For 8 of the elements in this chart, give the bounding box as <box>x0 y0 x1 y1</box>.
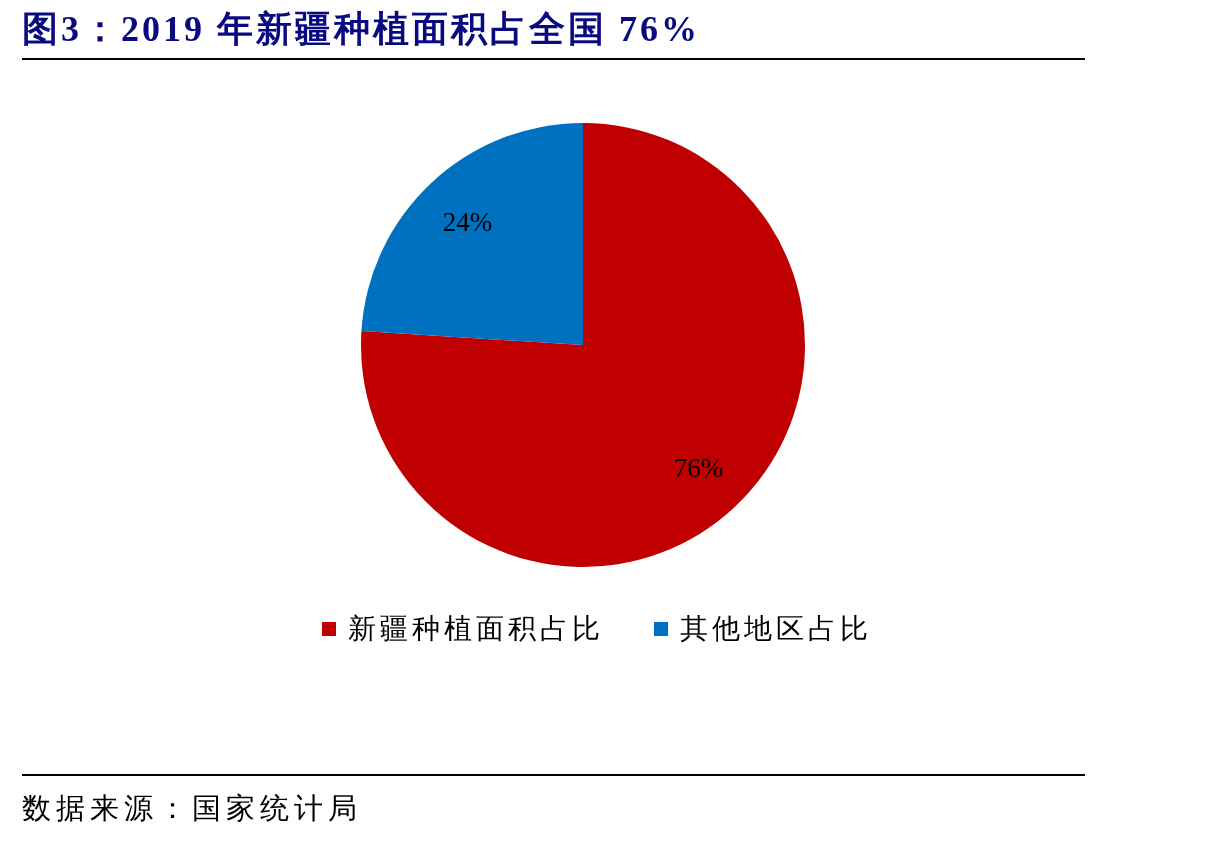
data-label: 76% <box>673 452 724 483</box>
legend-label: 其他地区占比 <box>680 612 872 646</box>
legend-label: 新疆种植面积占比 <box>348 612 604 646</box>
pie-slice <box>361 123 583 345</box>
source-note: 数据来源：国家统计局 <box>22 791 362 826</box>
pie-slice <box>361 123 805 567</box>
data-label: 24% <box>442 207 493 238</box>
chart-title: 图3：2019 年新疆种植面积占全国 76% <box>22 8 700 51</box>
